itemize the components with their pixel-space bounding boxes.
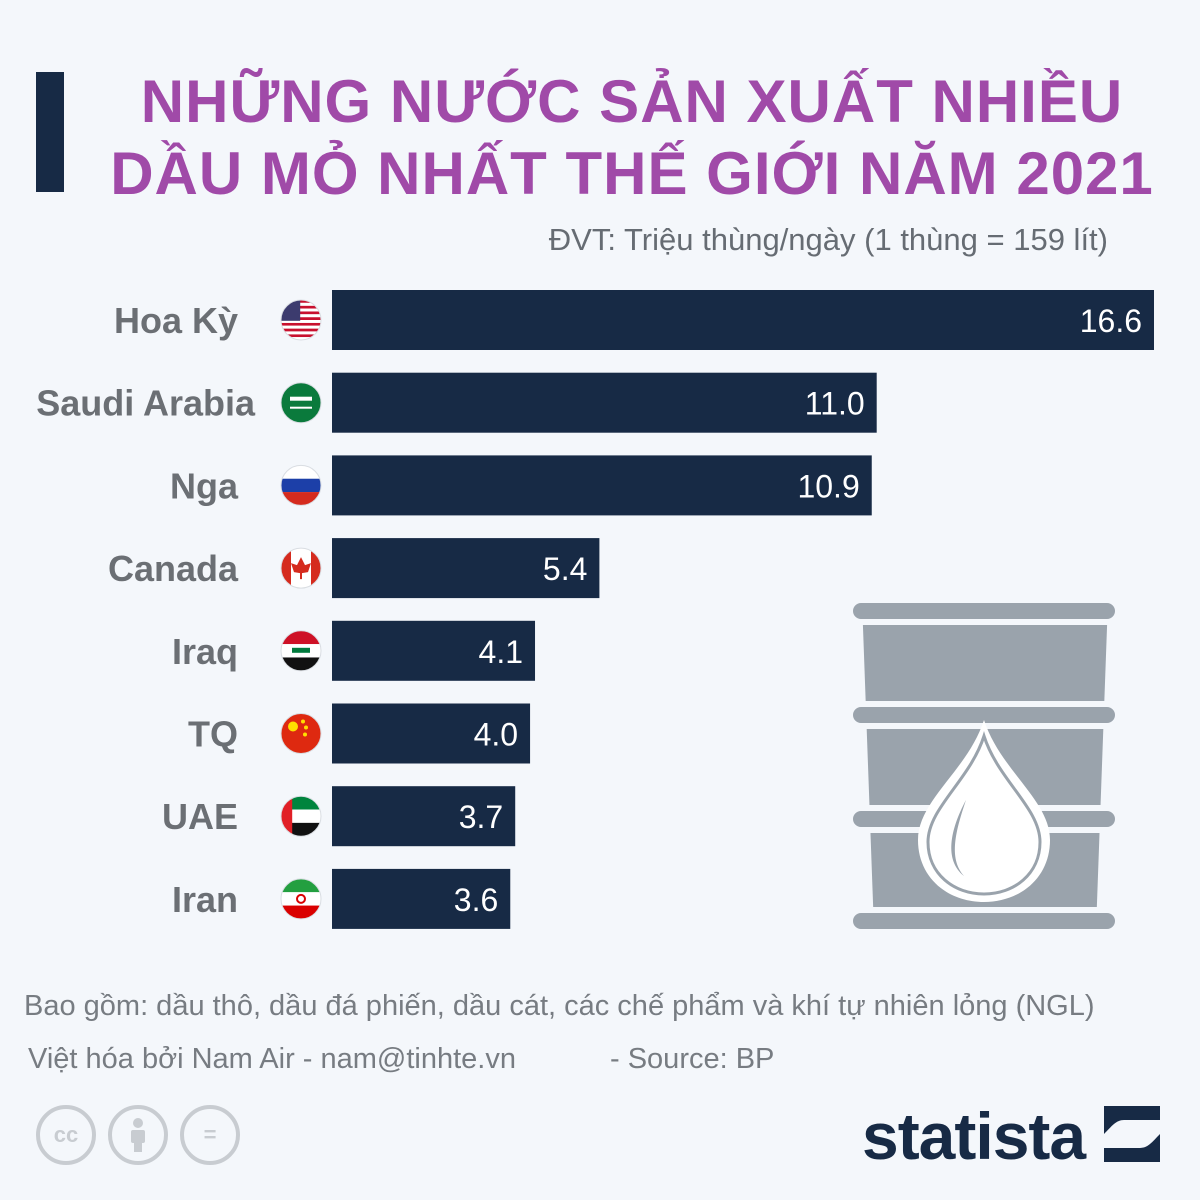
category-label: Hoa Kỳ bbox=[114, 300, 238, 341]
iraq-flag-icon bbox=[280, 630, 322, 672]
bar-row: 16.6 Hoa Kỳ bbox=[114, 290, 1154, 350]
bar bbox=[332, 620, 536, 681]
bar bbox=[332, 290, 1154, 350]
category-label: Canada bbox=[108, 548, 239, 589]
bar-value-label: 5.4 bbox=[543, 551, 587, 587]
brand-name: statista bbox=[862, 1099, 1086, 1173]
bar-row: 4.1 Iraq bbox=[172, 620, 536, 681]
bar bbox=[332, 703, 531, 764]
bar-row: 5.4 Canada bbox=[108, 538, 600, 599]
bar-chart: 16.6 Hoa Kỳ 11.0 Saudi Arabia 10.9 Nga 5.4 Cana… bbox=[36, 290, 1154, 935]
title-accent-bar bbox=[36, 72, 64, 192]
bar-value-label: 4.1 bbox=[479, 634, 523, 670]
chart-title-line-2: DẦU MỎ NHẤT THẾ GIỚI NĂM 2021 bbox=[110, 140, 1154, 207]
category-label: Iraq bbox=[172, 631, 238, 672]
bar-row: 4.0 TQ bbox=[188, 703, 531, 764]
footnote: Bao gồm: dầu thô, dầu đá phiến, dầu cát,… bbox=[24, 990, 1095, 1022]
chart-title-line-1: NHỮNG NƯỚC SẢN XUẤT NHIỀU bbox=[140, 68, 1124, 135]
unit-note: ĐVT: Triệu thùng/ngày (1 thùng = 159 lít… bbox=[548, 222, 1108, 257]
chart-title: NHỮNG NƯỚC SẢN XUẤT NHIỀU DẦU MỎ NHẤT TH… bbox=[82, 66, 1182, 210]
bar bbox=[332, 372, 877, 433]
bar-value-label: 16.6 bbox=[1080, 303, 1142, 339]
bar-row: 3.7 UAE bbox=[162, 786, 516, 847]
cc-icon[interactable]: cc bbox=[36, 1105, 96, 1165]
bar bbox=[332, 455, 872, 516]
category-label: Nga bbox=[170, 465, 239, 506]
source-text: - Source: BP bbox=[610, 1043, 775, 1075]
credit-text: Việt hóa bởi Nam Air - nam@tinhte.vn bbox=[28, 1043, 516, 1075]
category-label: UAE bbox=[162, 796, 238, 837]
bar bbox=[332, 538, 600, 599]
statista-logo-icon bbox=[1104, 1106, 1160, 1162]
iran-flag-icon bbox=[280, 878, 322, 920]
bar-row: 10.9 Nga bbox=[170, 455, 872, 516]
bar-value-label: 10.9 bbox=[797, 468, 859, 504]
bar-value-label: 11.0 bbox=[805, 386, 865, 422]
person-icon bbox=[131, 1118, 145, 1152]
uae-flag-icon bbox=[280, 795, 322, 837]
usa-flag-icon bbox=[280, 299, 322, 341]
oil-barrel-icon bbox=[847, 597, 1121, 935]
no-derivatives-icon[interactable]: = bbox=[180, 1105, 240, 1165]
category-label: Saudi Arabia bbox=[36, 383, 256, 424]
bar-value-label: 3.6 bbox=[454, 882, 498, 918]
russia-flag-icon bbox=[280, 464, 322, 506]
bar-row: 3.6 Iran bbox=[172, 868, 511, 929]
attribution-icon[interactable] bbox=[108, 1105, 168, 1165]
canada-flag-icon bbox=[280, 547, 322, 589]
bar-value-label: 3.7 bbox=[459, 799, 503, 835]
saudi-arabia-flag-icon bbox=[280, 382, 322, 424]
category-label: TQ bbox=[188, 714, 238, 755]
bar-row: 11.0 Saudi Arabia bbox=[36, 372, 877, 433]
bar-value-label: 4.0 bbox=[474, 717, 518, 753]
category-label: Iran bbox=[172, 879, 238, 920]
bar bbox=[332, 868, 511, 929]
bar bbox=[332, 786, 516, 847]
china-flag-icon bbox=[280, 713, 322, 754]
